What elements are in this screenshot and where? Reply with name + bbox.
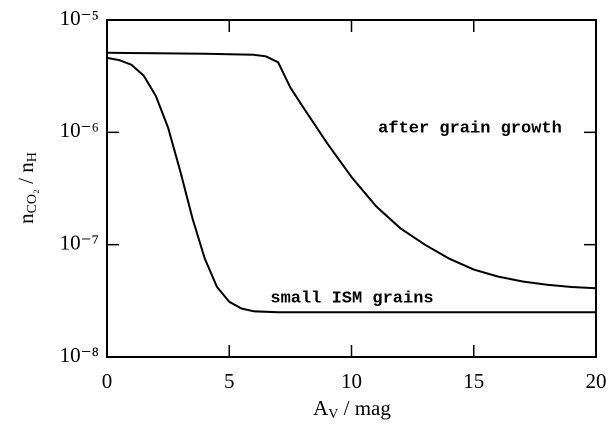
y-label-part: / n — [14, 162, 38, 189]
x-tick-label: 15 — [463, 369, 484, 393]
line — [106, 56, 596, 314]
line — [106, 51, 597, 290]
y-tick-label: 10⁻⁸ — [60, 343, 99, 367]
series-label: after grain growth — [378, 119, 562, 138]
y-label-sub: CO₂ — [25, 189, 40, 213]
x-axis-label: AV / mag — [313, 396, 391, 422]
x-tick-label: 10 — [341, 369, 362, 393]
y-tick-label: 10⁻⁶ — [60, 118, 99, 142]
y-label-part: n — [14, 213, 38, 224]
x-tick-label: 20 — [586, 369, 607, 393]
x-tick-label: 0 — [102, 369, 113, 393]
x-label-part: A — [313, 396, 329, 420]
x-label-sub: V — [328, 407, 338, 422]
x-label-part: / mag — [338, 396, 391, 420]
y-tick-label: 10⁻⁷ — [60, 230, 99, 254]
y-label-sub: H — [25, 152, 40, 162]
series-label: small ISM grains — [270, 289, 433, 308]
y-tick-label: 10⁻⁵ — [60, 6, 99, 30]
x-tick-label: 5 — [224, 369, 235, 393]
y-axis-label: nCO₂ / nH — [14, 152, 40, 224]
